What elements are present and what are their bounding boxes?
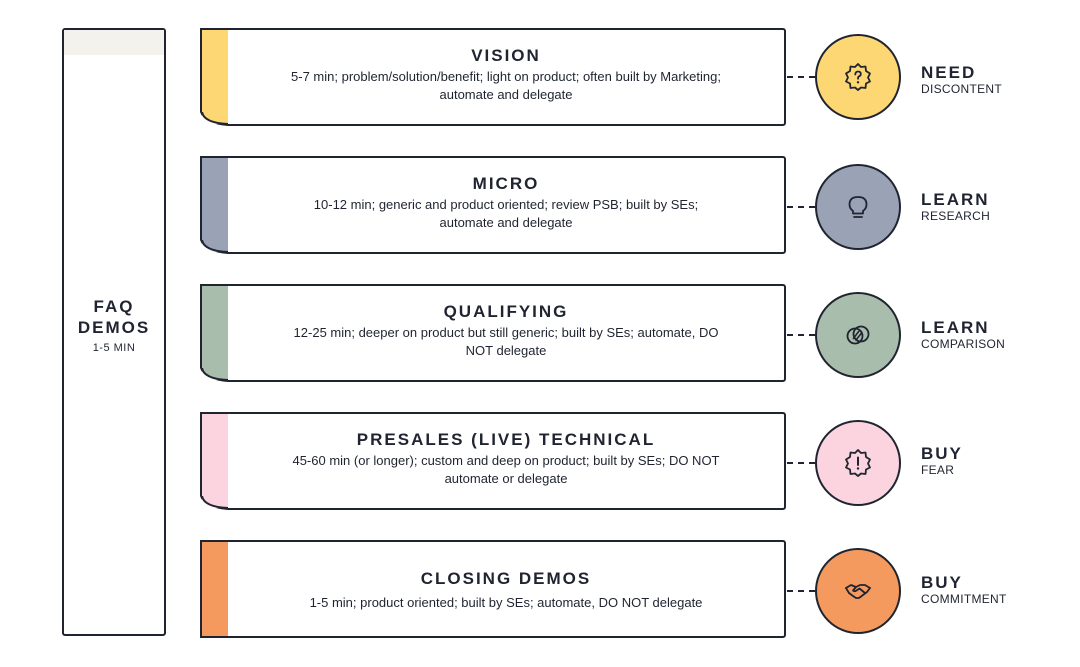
stage-label-micro: LEARN RESEARCH — [921, 190, 990, 223]
stage-accent-bar — [202, 286, 228, 380]
dashed-connector — [787, 334, 815, 336]
stage-accent-bar — [202, 158, 228, 252]
stage-circle-qualifying — [815, 292, 901, 378]
stage-description: 12-25 min; deeper on product but still g… — [293, 325, 719, 358]
stage-presales-technical: PRESALES (LIVE) TECHNICAL 45-60 min (or … — [200, 412, 786, 510]
overlapping-circles-icon — [846, 325, 870, 345]
stage-title: PRESALES (LIVE) TECHNICAL — [356, 430, 656, 449]
corner-fold — [200, 112, 228, 126]
alert-badge-icon — [845, 449, 871, 477]
stage-accent-bar — [202, 30, 228, 124]
dashed-connector — [787, 206, 815, 208]
stage-circle-vision — [815, 34, 901, 120]
lightbulb-icon — [848, 196, 868, 218]
stage-label-sub: FEAR — [921, 463, 955, 477]
stage-title: VISION — [471, 46, 541, 65]
stage-label-presales: BUY FEAR — [921, 444, 963, 477]
faq-panel-header — [64, 30, 164, 55]
stage-label-closing: BUY COMMITMENT — [921, 573, 1007, 606]
stage-label-main: BUY — [921, 573, 963, 592]
dashed-connector — [787, 462, 815, 464]
stage-accent-bar — [202, 414, 228, 508]
stage-label-sub: COMPARISON — [921, 337, 1006, 351]
stage-title: CLOSING DEMOS — [420, 569, 592, 588]
stage-label-sub: RESEARCH — [921, 209, 991, 223]
stage-accent-bar — [202, 542, 228, 636]
stage-circle-presales — [815, 420, 901, 506]
stage-description: 1-5 min; product oriented; built by SEs;… — [309, 595, 703, 610]
question-badge-icon — [845, 63, 871, 91]
stage-qualifying: QUALIFYING 12-25 min; deeper on product … — [200, 284, 786, 382]
faq-title-line1: FAQ — [93, 297, 135, 316]
corner-fold — [200, 496, 228, 510]
stage-circle-micro — [815, 164, 901, 250]
stage-title: MICRO — [472, 174, 540, 193]
faq-title-line2: DEMOS — [77, 318, 151, 337]
dashed-connector — [787, 76, 815, 78]
stage-title: QUALIFYING — [443, 302, 569, 321]
stage-label-sub: COMMITMENT — [921, 592, 1007, 606]
stage-vision: VISION 5-7 min; problem/solution/benefit… — [200, 28, 786, 126]
corner-fold — [200, 240, 228, 254]
stage-label-sub: DISCONTENT — [921, 82, 1002, 96]
stage-label-main: LEARN — [921, 318, 990, 337]
stage-circle-closing — [815, 548, 901, 634]
stage-closing-demos: CLOSING DEMOS 1-5 min; product oriented;… — [200, 540, 786, 638]
stage-label-main: NEED — [921, 63, 977, 82]
stage-label-main: BUY — [921, 444, 963, 463]
stage-label-qualifying: LEARN COMPARISON — [921, 318, 1005, 351]
stage-label-vision: NEED DISCONTENT — [921, 63, 1002, 96]
stage-description: 10-12 min; generic and product oriented;… — [313, 197, 699, 230]
stage-description: 5-7 min; problem/solution/benefit; light… — [291, 69, 721, 102]
faq-duration: 1-5 MIN — [92, 342, 136, 354]
faq-demos-panel: FAQ DEMOS 1-5 MIN — [62, 28, 166, 636]
dashed-connector — [787, 590, 815, 592]
handshake-icon — [845, 584, 871, 599]
stage-description: 45-60 min (or longer); custom and deep o… — [292, 453, 720, 486]
faq-label: FAQ DEMOS 1-5 MIN — [64, 296, 164, 354]
corner-fold — [200, 368, 228, 382]
stage-micro: MICRO 10-12 min; generic and product ori… — [200, 156, 786, 254]
stage-label-main: LEARN — [921, 190, 990, 209]
